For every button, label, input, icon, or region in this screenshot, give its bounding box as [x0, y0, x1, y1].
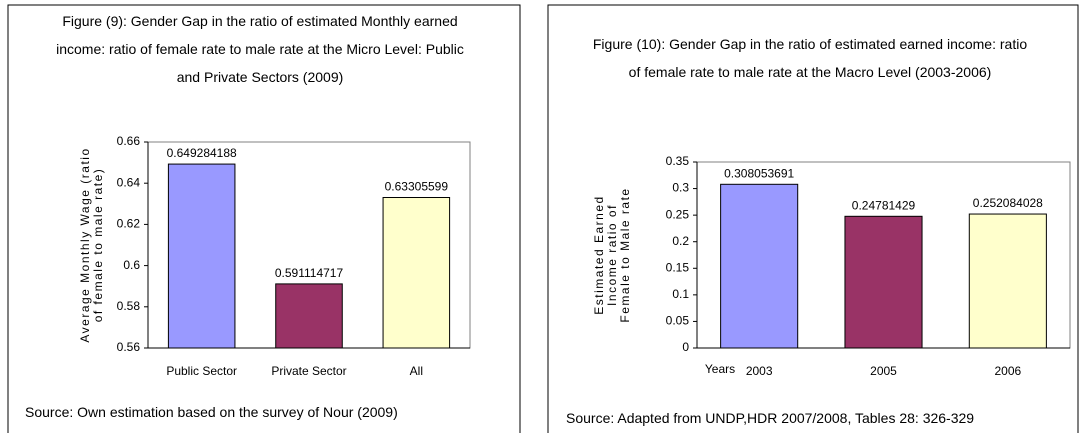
x-tick-label: All — [410, 364, 423, 378]
y-tick-label: 0.62 — [117, 217, 141, 231]
data-label: 0.63305599 — [385, 180, 449, 194]
data-label: 0.649284188 — [167, 146, 237, 160]
y-tick-label: 0.15 — [666, 260, 690, 274]
source-note: Source: Adapted from UNDP,HDR 2007/2008,… — [566, 410, 975, 426]
bar — [382, 197, 451, 349]
x-tick-label: 2005 — [870, 364, 897, 378]
bar — [167, 163, 236, 349]
y-axis-label: Average Monthly Wage (ratio — [78, 147, 92, 342]
data-label: 0.252084028 — [973, 196, 1043, 210]
y-tick-label: 0.56 — [117, 340, 141, 354]
y-tick-label: 0.2 — [672, 234, 689, 248]
data-label: 0.308053691 — [724, 166, 794, 180]
panel-frame — [7, 4, 521, 433]
y-tick-label: 0.66 — [117, 134, 141, 148]
chart-title: Figure (10): Gender Gap in the ratio of … — [592, 36, 1028, 80]
y-tick-label: 0.05 — [666, 314, 690, 328]
x-axis-label: Years — [705, 362, 735, 376]
data-label: 0.24781429 — [852, 198, 916, 212]
y-tick-label: 0.35 — [666, 154, 690, 168]
y-axis-label: of female to male rate) — [91, 168, 105, 323]
y-tick-label: 0.6 — [123, 258, 140, 272]
bar — [275, 283, 343, 349]
y-tick-label: 0.3 — [672, 181, 689, 195]
x-tick-label: Private Sector — [271, 364, 346, 378]
data-label: 0.591114717 — [275, 266, 344, 280]
y-axis-label: Female to Male rate — [618, 187, 632, 322]
x-tick-label: 2003 — [746, 364, 773, 378]
bar — [720, 183, 799, 349]
chart-title: Figure (9): Gender Gap in the ratio of e… — [56, 13, 464, 85]
source-note: Source: Own estimation based on the surv… — [25, 404, 398, 420]
y-axis-label: Estimated Earned — [592, 195, 606, 314]
y-tick-label: 0.58 — [117, 299, 141, 313]
x-tick-label: 2006 — [994, 364, 1021, 378]
y-axis-label: Income ratio of — [605, 204, 619, 306]
y-tick-label: 0.64 — [117, 175, 141, 189]
x-tick-label: Public Sector — [166, 364, 237, 378]
y-tick-label: 0.1 — [672, 287, 689, 301]
bar — [844, 215, 923, 349]
y-tick-label: 0 — [682, 340, 689, 354]
bar — [968, 213, 1047, 349]
y-tick-label: 0.25 — [666, 207, 690, 221]
panel-frame — [547, 4, 1079, 433]
